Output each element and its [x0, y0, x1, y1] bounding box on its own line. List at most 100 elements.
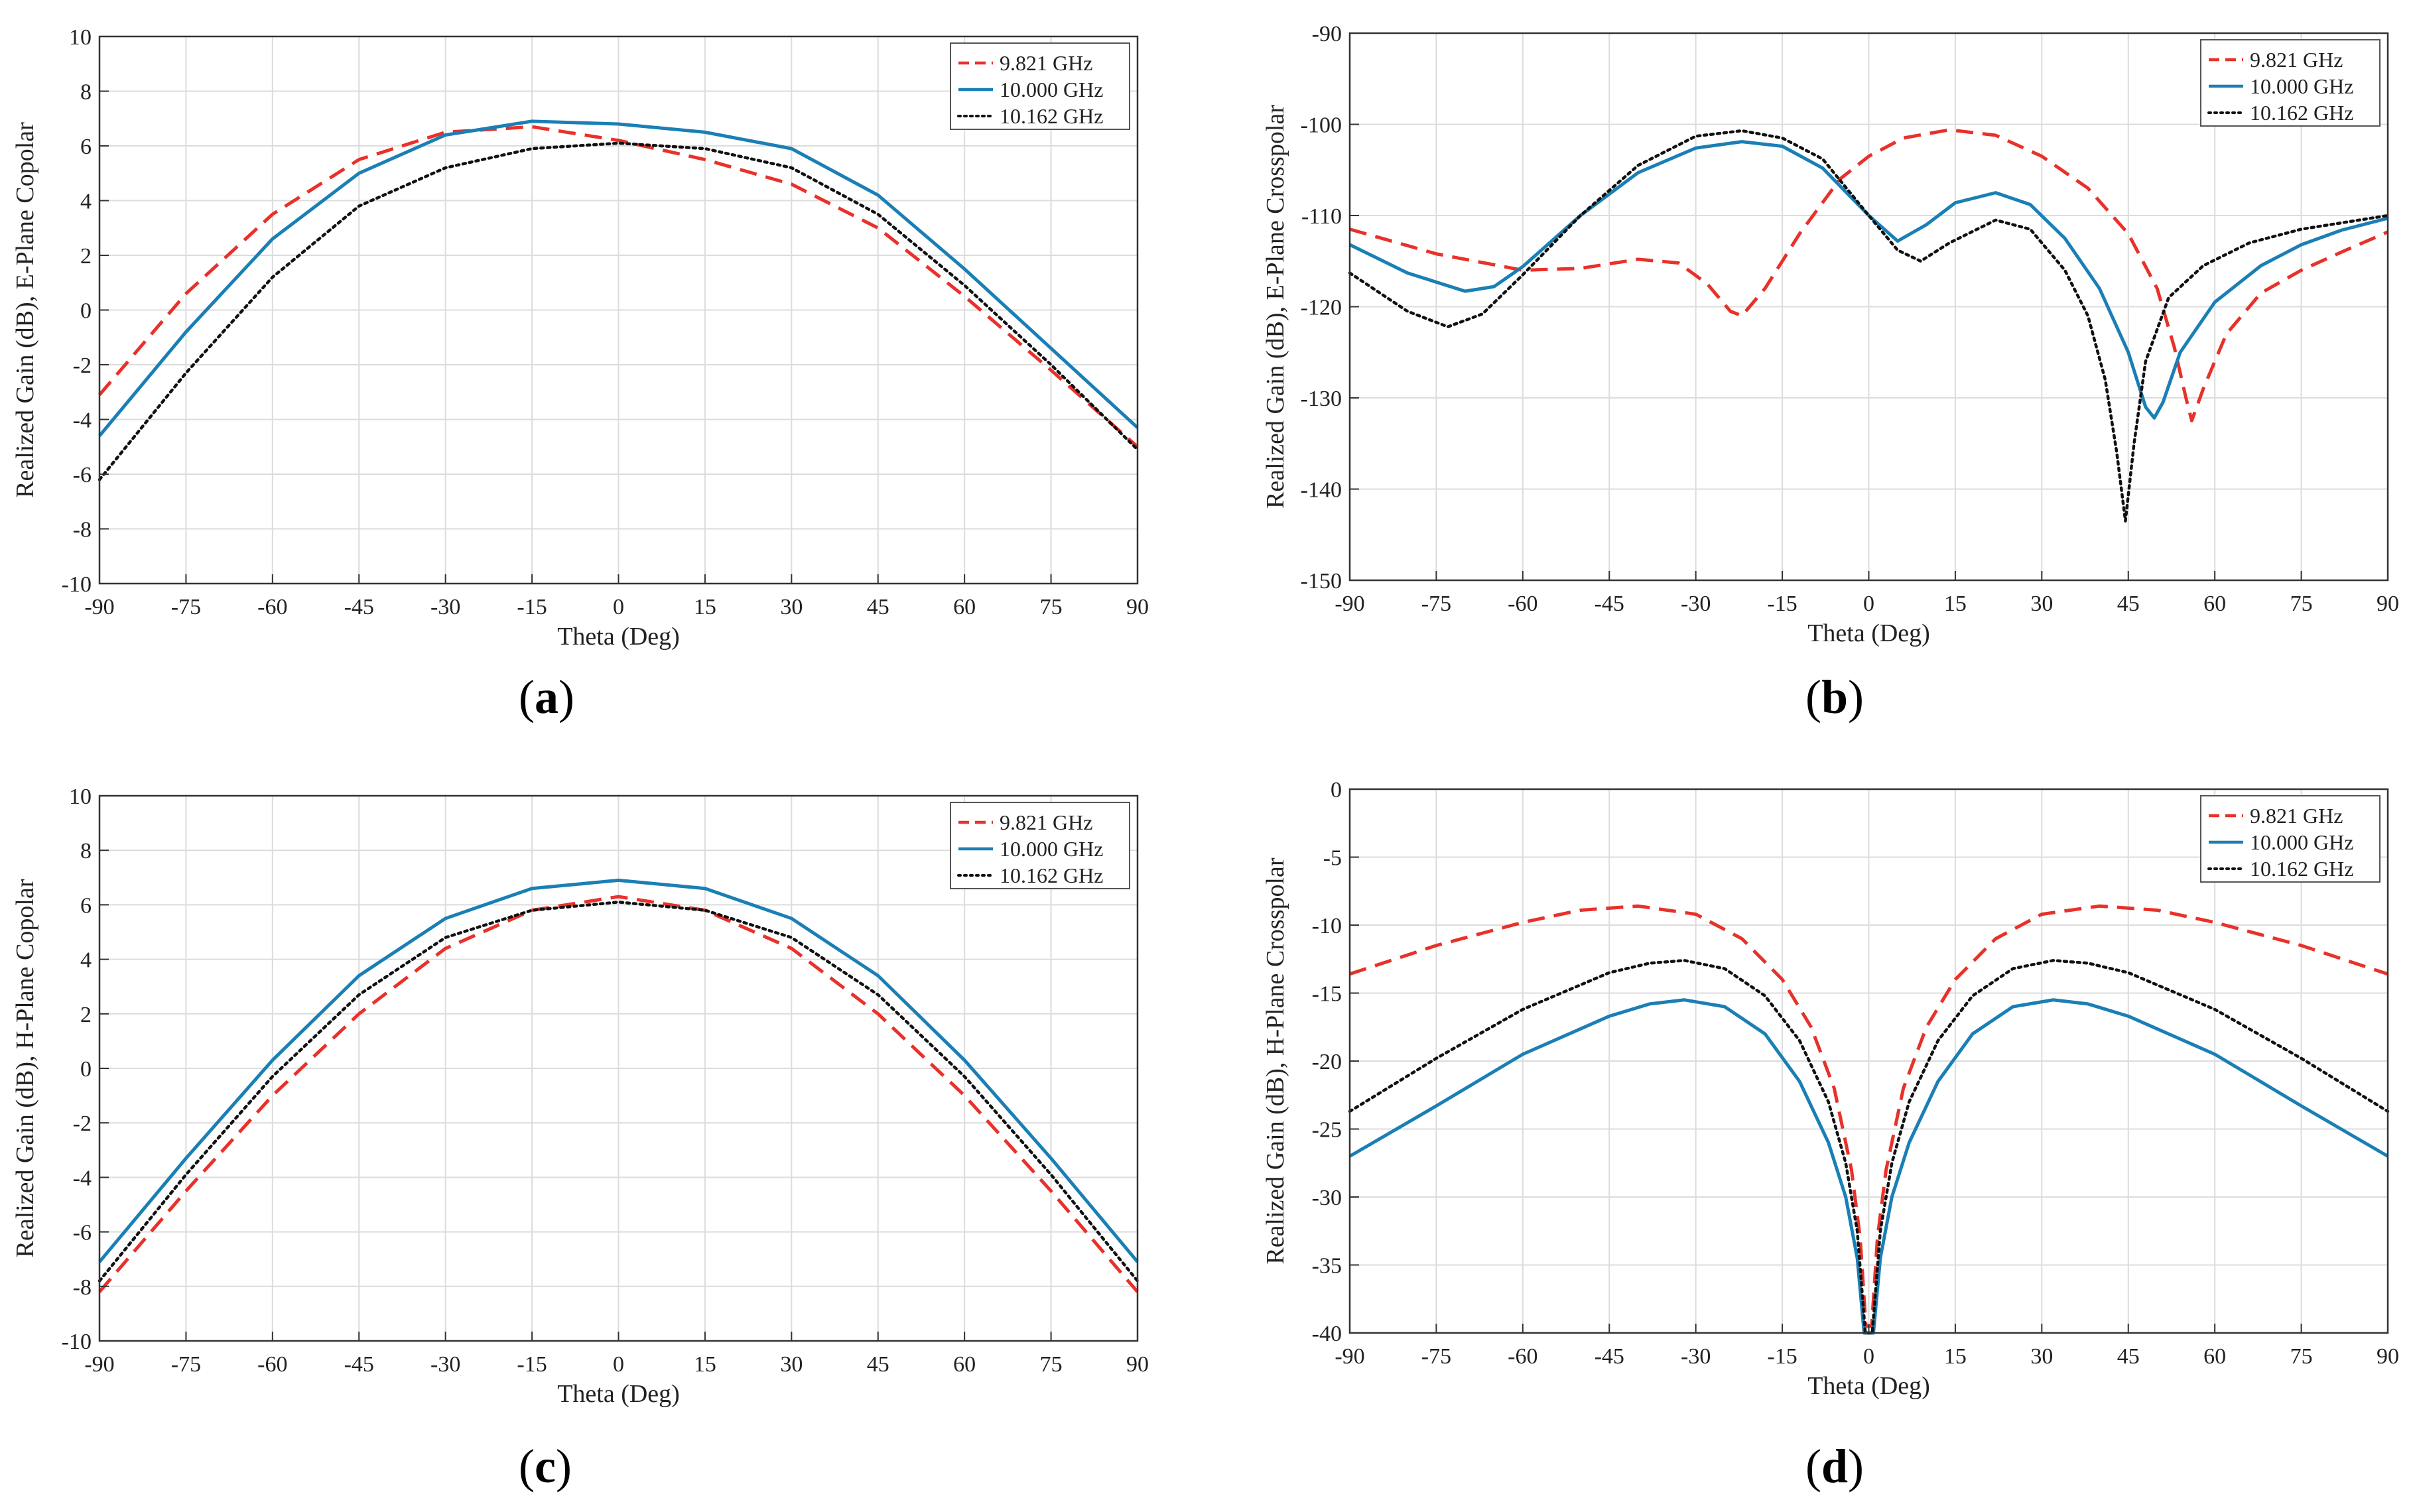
legend-label: 10.000 GHz [2250, 74, 2353, 98]
legend-label: 10.000 GHz [2250, 830, 2353, 854]
legend-label: 10.000 GHz [1000, 78, 1103, 101]
chart-panel-d: -90 -75 -60 -45 -30 -15 0 15 30 45 60 75 90 -40 -35 -30… [1262, 778, 2399, 1400]
y-tick-label: -8 [73, 1275, 92, 1300]
chart-panel-a: -90 -75 -60 -45 -30 -15 0 15 30 45 60 75 90-10-8-6-4… [11, 25, 1149, 651]
x-tick-label: 45 [2117, 1344, 2140, 1369]
panel-label-a: (a) [519, 670, 574, 724]
y-tick-label: -2 [73, 1111, 92, 1136]
x-tick-label: 45 [867, 595, 889, 619]
series-line-10-000-ghz [98, 119, 1139, 437]
y-tick-label: 10 [69, 25, 92, 50]
x-tick-label: -30 [430, 1352, 460, 1377]
y-tick-label: -6 [73, 1221, 92, 1245]
x-tick-label: 45 [2117, 592, 2140, 616]
y-tick-label: -25 [1312, 1118, 1342, 1143]
legend: 9.821 GHz 10.000 GHz 10.162 GHz [950, 42, 1130, 130]
x-axis-label: Theta (Deg) [557, 1380, 680, 1408]
x-tick-label: 30 [780, 595, 803, 619]
x-tick-label: -90 [84, 595, 114, 619]
y-tick-label: 0 [80, 299, 92, 324]
y-tick-label: -110 [1301, 204, 1342, 229]
panel-label-d: (d) [1805, 1440, 1864, 1493]
chart-panel-b: -90 -75 -60 -45 -30 -15 0 15 30 45 60 75 90-150-140-… [1262, 22, 2399, 647]
panel-label-c: (c) [519, 1440, 572, 1493]
x-tick-label: 75 [2290, 592, 2313, 616]
x-tick-label: -45 [1595, 592, 1624, 616]
legend-label: 9.821 GHz [2250, 48, 2343, 72]
y-tick-label: -150 [1301, 569, 1342, 594]
y-tick-label: 10 [69, 785, 92, 809]
series-line-10-162-ghz [98, 141, 1140, 481]
x-tick-label: 90 [1126, 1352, 1149, 1377]
legend-box [950, 42, 1130, 130]
series-line-10-162-ghz [1348, 129, 2390, 523]
x-tick-label: -15 [1767, 1344, 1797, 1369]
legend-label: 10.162 GHz [1000, 104, 1103, 128]
legend-label: 9.821 GHz [1000, 51, 1092, 75]
x-tick-label: -60 [1508, 592, 1537, 616]
x-axis-label: Theta (Deg) [557, 623, 680, 651]
y-tick-label: -90 [1312, 22, 1342, 46]
x-tick-label: 30 [780, 1352, 803, 1377]
x-tick-label: -75 [171, 595, 201, 619]
x-tick-label: 30 [2030, 592, 2053, 616]
series-line-10-162-ghz [98, 901, 1140, 1283]
x-tick-label: 45 [867, 1352, 889, 1377]
x-tick-label: 60 [2203, 1344, 2226, 1369]
panel-label-b: (b) [1805, 670, 1864, 724]
legend-box [2200, 795, 2381, 883]
x-tick-label: 0 [1863, 1344, 1874, 1369]
y-tick-label: 8 [80, 80, 92, 105]
x-tick-label: -60 [1508, 1344, 1537, 1369]
y-tick-label: 6 [80, 135, 92, 159]
x-tick-label: 90 [1126, 595, 1149, 619]
y-tick-label: 0 [80, 1057, 92, 1082]
x-tick-label: 30 [2030, 1344, 2053, 1369]
x-tick-label: -15 [517, 595, 547, 619]
legend-label: 10.162 GHz [2250, 101, 2353, 125]
x-tick-label: 0 [1863, 592, 1874, 616]
x-tick-label: 75 [1040, 595, 1063, 619]
legend-box [2200, 39, 2381, 127]
chart-panel-c: -90 -75 -60 -45 -30 -15 0 15 30 45 60 75 90-10-8-6-4… [11, 785, 1149, 1408]
y-tick-label: 2 [80, 1003, 92, 1027]
series-line-10-000-ghz [1348, 140, 2388, 420]
y-axis-label: Realized Gain (dB), H-Plane Copolar [11, 879, 39, 1257]
y-tick-label: 6 [80, 893, 92, 918]
x-tick-label: -30 [430, 595, 460, 619]
x-tick-label: -15 [1767, 592, 1797, 616]
x-tick-label: -45 [344, 595, 374, 619]
legend-label: 10.162 GHz [1000, 863, 1103, 887]
y-tick-label: 2 [80, 244, 92, 269]
y-axis-label: Realized Gain (dB), E-Plane Copolar [11, 122, 39, 498]
y-tick-label: -20 [1312, 1050, 1342, 1074]
series-line-9-821-ghz [1349, 128, 2388, 422]
y-tick-label: -35 [1312, 1254, 1342, 1279]
y-tick-label: -120 [1301, 296, 1342, 320]
y-tick-label: -40 [1312, 1322, 1342, 1346]
x-tick-label: 90 [2377, 1344, 2399, 1369]
x-axis-label: Theta (Deg) [1807, 1372, 1930, 1400]
x-tick-label: -45 [1595, 1344, 1624, 1369]
x-tick-label: -30 [1681, 592, 1711, 616]
y-tick-label: -8 [73, 518, 92, 542]
x-tick-label: 0 [613, 595, 624, 619]
x-tick-label: -75 [1421, 1344, 1451, 1369]
x-tick-label: 15 [1944, 1344, 1967, 1369]
y-tick-label: -4 [73, 409, 92, 433]
x-tick-label: -75 [1421, 592, 1451, 616]
x-tick-label: -75 [171, 1352, 201, 1377]
x-tick-label: 90 [2377, 592, 2399, 616]
series-line-10-000-ghz [98, 878, 1139, 1263]
series-line-9-821-ghz [98, 895, 1139, 1293]
y-tick-label: -4 [73, 1166, 92, 1190]
legend-label: 10.162 GHz [2250, 857, 2353, 881]
x-axis-label: Theta (Deg) [1807, 619, 1930, 647]
y-tick-label: -10 [62, 572, 92, 597]
y-tick-label: -30 [1312, 1186, 1342, 1210]
